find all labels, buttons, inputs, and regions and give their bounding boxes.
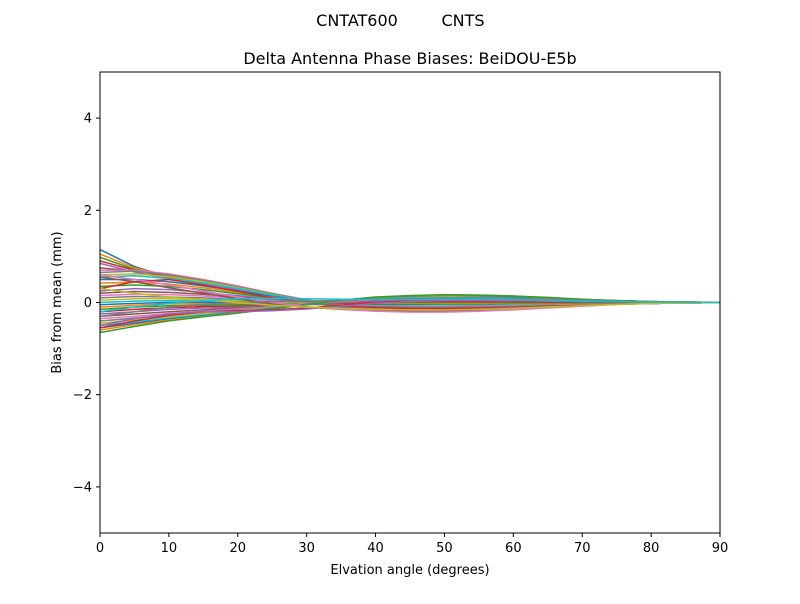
x-tick-label: 70 xyxy=(574,541,591,556)
x-tick-label: 40 xyxy=(367,541,384,556)
y-axis: −4 −2 0 2 4 xyxy=(73,112,100,495)
x-tick-label: 50 xyxy=(436,541,453,556)
y-tick-label: 4 xyxy=(84,112,92,127)
series-line-39 xyxy=(100,287,720,311)
x-tick-label: 60 xyxy=(505,541,522,556)
suptitle-left: CNTAT600 xyxy=(316,11,398,30)
suptitle-right: CNTS xyxy=(441,11,484,30)
x-tick-label: 30 xyxy=(298,541,315,556)
x-axis: 0 10 20 30 40 50 60 70 80 90 xyxy=(96,533,728,556)
y-tick-label: −4 xyxy=(73,480,92,495)
chart-title: Delta Antenna Phase Biases: BeiDOU-E5b xyxy=(243,49,576,68)
x-tick-label: 0 xyxy=(96,541,104,556)
y-tick-label: −2 xyxy=(73,388,92,403)
x-tick-label: 10 xyxy=(161,541,178,556)
y-axis-label: Bias from mean (mm) xyxy=(50,231,65,373)
x-tick-label: 20 xyxy=(230,541,247,556)
x-tick-label: 90 xyxy=(712,541,729,556)
y-tick-label: 0 xyxy=(84,296,92,311)
y-tick-label: 2 xyxy=(84,204,92,219)
series-group xyxy=(100,248,720,334)
x-axis-label: Elvation angle (degrees) xyxy=(330,563,489,578)
series-line-40 xyxy=(100,297,720,313)
x-tick-label: 80 xyxy=(643,541,660,556)
